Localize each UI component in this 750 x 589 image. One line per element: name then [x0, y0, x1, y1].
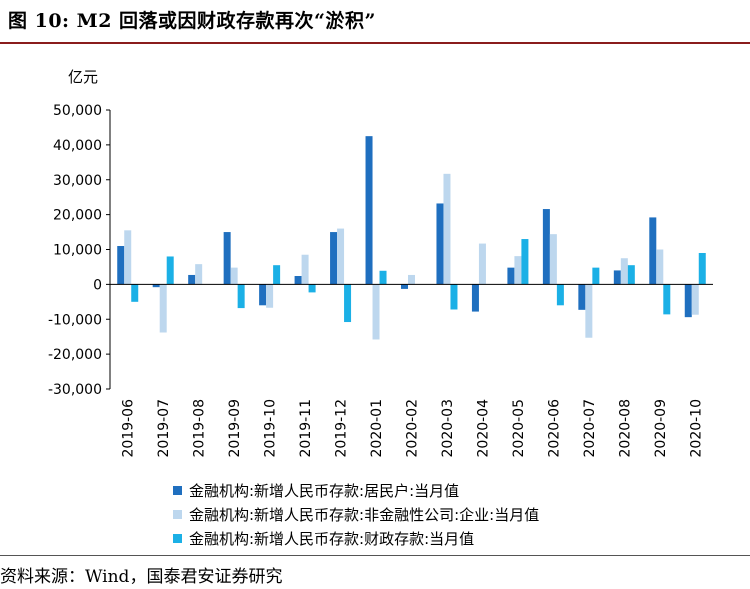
bar-enterprise: [266, 284, 274, 308]
bar-household: [401, 284, 408, 289]
bar-fiscal: [344, 284, 352, 323]
y-tick-label: -20,000: [48, 347, 102, 363]
bar-household: [294, 276, 302, 285]
bar-household: [188, 274, 196, 285]
x-tick-label: 2019-09: [227, 399, 243, 458]
bar-household: [223, 232, 231, 285]
x-tick-label: 2020-08: [617, 399, 633, 458]
x-tick-label: 2020-09: [653, 399, 669, 458]
legend-label-household: 金融机构:新增人民币存款:居民户:当月值: [189, 481, 460, 500]
bar-enterprise: [159, 284, 167, 333]
bar-household: [152, 284, 160, 288]
source-note: 资料来源：Wind，国泰君安证券研究: [0, 567, 283, 587]
x-tick-label: 2019-12: [334, 399, 350, 458]
bar-enterprise: [620, 258, 628, 285]
y-tick-label: 40,000: [53, 138, 102, 154]
bar-fiscal: [521, 239, 529, 285]
bar-fiscal: [308, 284, 316, 293]
bar-fiscal: [450, 284, 458, 310]
bar-enterprise: [549, 234, 557, 285]
bar-enterprise: [585, 284, 593, 338]
legend-swatch-household: [173, 485, 182, 495]
y-tick-label: 20,000: [53, 208, 102, 224]
bar-enterprise: [514, 256, 522, 285]
y-tick-label: 10,000: [53, 243, 102, 259]
y-tick-label: -30,000: [48, 382, 102, 398]
legend-item-enterprise: 金融机构:新增人民币存款:非金融性公司:企业:当月值: [173, 502, 539, 526]
x-tick-label: 2020-02: [405, 399, 421, 458]
bar-enterprise: [230, 267, 238, 285]
x-tick-label: 2020-10: [688, 399, 704, 458]
x-tick-label: 2020-01: [369, 399, 385, 458]
bar-chart: -30,000 -20,000 -10,000 0 10,000 20,000 30,000…: [48, 103, 713, 458]
bar-fiscal: [237, 284, 245, 309]
y-tick-label: 30,000: [53, 173, 102, 189]
bar-fiscal: [273, 265, 281, 285]
chart-legend: 金融机构:新增人民币存款:居民户:当月值 金融机构:新增人民币存款:非金融性公司…: [173, 478, 539, 550]
bar-household: [613, 270, 621, 285]
x-tick-label: 2020-06: [546, 399, 562, 458]
bar-household: [684, 284, 692, 318]
x-tick-label: 2020-05: [511, 399, 527, 458]
bar-household: [542, 209, 550, 285]
x-tick-label: 2019-08: [192, 399, 208, 458]
legend-label-enterprise: 金融机构:新增人民币存款:非金融性公司:企业:当月值: [189, 505, 540, 524]
bar-enterprise: [337, 228, 345, 285]
x-tick-label: 2020-03: [440, 399, 456, 458]
bar-household: [649, 217, 657, 285]
legend-item-fiscal: 金融机构:新增人民币存款:财政存款:当月值: [173, 526, 539, 550]
y-axis: -30,000 -20,000 -10,000 0 10,000 20,000 30,000…: [48, 103, 111, 398]
legend-label-fiscal: 金融机构:新增人民币存款:财政存款:当月值: [189, 529, 475, 548]
bar-enterprise: [408, 274, 415, 285]
bar-household: [117, 246, 125, 285]
figure-title: 图 10: M2 回落或因财政存款再次“淤积”: [8, 10, 376, 32]
bar-enterprise: [124, 230, 132, 285]
bar-enterprise: [372, 284, 380, 340]
bar-household: [330, 232, 338, 285]
bar-fiscal: [627, 265, 635, 285]
bar-enterprise: [443, 173, 451, 285]
title-divider: [0, 42, 750, 44]
x-tick-label: 2019-07: [156, 399, 172, 458]
y-tick-label: 50,000: [53, 103, 102, 119]
bar-enterprise: [478, 243, 486, 285]
bar-fiscal: [131, 284, 139, 302]
legend-item-household: 金融机构:新增人民币存款:居民户:当月值: [173, 478, 539, 502]
bar-fiscal: [166, 256, 174, 285]
bar-household: [436, 203, 444, 285]
bar-household: [471, 284, 479, 312]
source-divider: [0, 555, 750, 556]
bar-enterprise: [691, 284, 699, 315]
x-tick-label: 2020-04: [475, 399, 491, 458]
bar-enterprise: [301, 254, 309, 285]
x-axis: 2019-06 2019-07 2019-08 2019-09 2019-10 2019-…: [110, 283, 713, 458]
bar-fiscal: [379, 270, 387, 285]
bar-enterprise: [656, 249, 664, 285]
x-tick-label: 2019-11: [298, 399, 314, 458]
y-axis-unit-label: 亿元: [68, 68, 99, 86]
bar-fiscal: [592, 267, 600, 285]
bar-enterprise: [195, 264, 203, 285]
bar-household: [507, 267, 515, 285]
bars: [117, 136, 706, 340]
x-tick-label: 2019-06: [121, 399, 137, 458]
legend-swatch-enterprise: [173, 509, 182, 519]
x-tick-label: 2019-10: [263, 399, 279, 458]
y-tick-label: 0: [93, 277, 102, 293]
x-tick-label: 2020-07: [582, 399, 598, 458]
y-tick-label: -10,000: [48, 312, 102, 328]
bar-fiscal: [663, 284, 671, 315]
bar-household: [578, 284, 586, 310]
bar-household: [259, 284, 267, 306]
bar-fiscal: [698, 252, 706, 285]
bar-household: [365, 136, 373, 285]
bar-fiscal: [556, 284, 564, 306]
legend-swatch-fiscal: [173, 533, 182, 543]
